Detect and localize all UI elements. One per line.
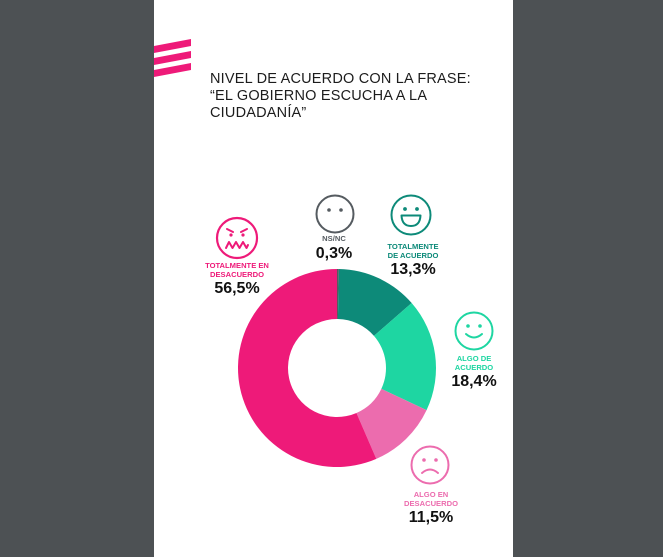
label-algo-en-desacuerdo-value: 11,5%	[408, 509, 454, 526]
label-totalmente-de-acuerdo: TOTALMENTE DE ACUERDO 13,3%	[380, 242, 446, 279]
title-line-1: NIVEL DE ACUERDO CON LA FRASE:	[210, 71, 471, 87]
label-algo-en-desacuerdo-cat-1: ALGO EN	[413, 490, 449, 499]
label-ns-nc-category: NS/NC	[322, 234, 346, 243]
donut-slice-algo-en-desacuerdo	[356, 388, 427, 459]
label-algo-de-acuerdo-value: 18,4%	[451, 373, 497, 390]
label-totalmente-de-acuerdo-cat-1: TOTALMENTE	[387, 242, 439, 251]
label-totalmente-en-desacuerdo-cat-2: DESACUERDO	[209, 269, 264, 279]
big-smile-face-icon	[390, 194, 432, 236]
brand-stripes-logo	[154, 39, 191, 77]
label-algo-de-acuerdo: ALGO DE ACUERDO 18,4%	[441, 354, 507, 391]
label-algo-en-desacuerdo: ALGO EN DESACUERDO 11,5%	[396, 490, 466, 527]
label-ns-nc: NS/NC 0,3%	[306, 234, 362, 263]
label-totalmente-en-desacuerdo-value: 56,5%	[214, 280, 260, 297]
label-algo-de-acuerdo-cat-2: ACUERDO	[454, 362, 494, 372]
angry-face-icon	[215, 216, 259, 260]
title-line-2: “EL GOBIERNO ESCUCHA A LA	[210, 88, 428, 104]
donut-slice-totalmente-en-desacuerdo	[238, 269, 377, 467]
chart-title: NIVEL DE ACUERDO CON LA FRASE: “EL GOBIE…	[210, 71, 510, 122]
neutral-face-icon	[315, 194, 355, 234]
label-algo-en-desacuerdo-cat-2: DESACUERDO	[403, 498, 458, 508]
donut-slice-ns-nc	[337, 269, 339, 320]
label-totalmente-en-desacuerdo-cat-1: TOTALMENTE EN	[205, 261, 269, 270]
label-totalmente-de-acuerdo-cat-2: DE ACUERDO	[387, 250, 439, 260]
label-totalmente-en-desacuerdo: TOTALMENTE EN DESACUERDO 56,5%	[196, 261, 278, 298]
donut-slice-algo-de-acuerdo	[373, 302, 436, 411]
smile-face-icon	[454, 311, 494, 351]
title-line-3: CIUDADANÍA”	[210, 105, 307, 121]
donut-slice-totalmente-de-acuerdo	[337, 269, 412, 336]
sad-face-icon	[410, 445, 450, 485]
label-ns-nc-value: 0,3%	[315, 244, 353, 262]
label-totalmente-de-acuerdo-value: 13,3%	[390, 261, 436, 278]
label-algo-de-acuerdo-cat-1: ALGO DE	[456, 354, 492, 363]
